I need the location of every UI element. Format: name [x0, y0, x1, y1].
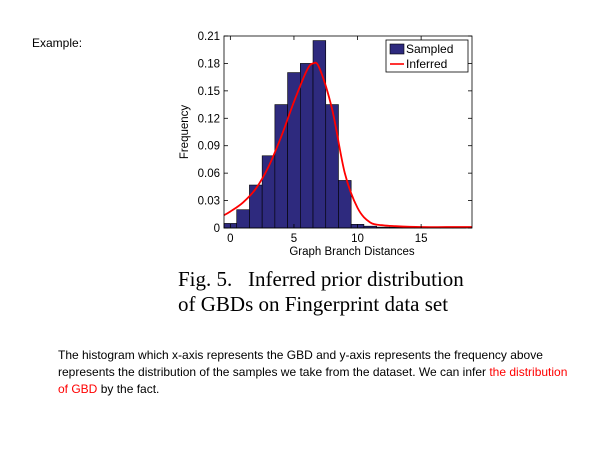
y-tick-label: 0 [214, 223, 220, 235]
y-tick-label: 0.18 [198, 58, 220, 70]
figure-caption: Fig. 5. Inferred prior distribution of G… [178, 267, 538, 317]
y-axis-title: Frequency [179, 105, 191, 160]
caption-line-1: Fig. 5. Inferred prior distribution [178, 267, 464, 291]
y-tick-label: 0.09 [198, 141, 220, 153]
histogram-bar [249, 184, 263, 229]
description-text: The histogram which x-axis represents th… [58, 347, 578, 398]
legend-swatch-sampled [389, 43, 405, 55]
histogram-chart: 0 0.03 0.06 0.09 0.12 0.15 0.18 0.21 0 5 10 15 Grap… [179, 31, 473, 258]
y-tick-label: 0.12 [198, 113, 220, 125]
description-part-2: by the fact. [97, 382, 160, 396]
legend-label-sampled: Sampled [406, 42, 453, 56]
x-tick-label: 5 [291, 233, 297, 245]
axis-ticks: 0 0.03 0.06 0.09 0.12 0.15 0.18 0.21 0 5 10 15 [198, 31, 472, 245]
histogram-bar [287, 72, 301, 229]
example-label: Example: [32, 36, 83, 50]
inferred-curve-layer [223, 61, 472, 229]
legend-label-inferred: Inferred [406, 57, 447, 71]
histogram-bar [300, 63, 314, 229]
description-highlight: the distribution of GBD [58, 365, 568, 396]
caption-line-2: of GBDs on Fingerprint data set [178, 292, 449, 316]
y-tick-label: 0.03 [198, 196, 220, 208]
description-part-1: The histogram which x-axis represents th… [58, 348, 543, 379]
x-tick-label: 0 [227, 233, 233, 245]
y-tick-label: 0.15 [198, 86, 220, 98]
y-tick-label: 0.06 [198, 168, 220, 180]
inferred-curve [223, 61, 472, 229]
y-tick-label: 0.21 [198, 31, 220, 43]
histogram-bars [223, 40, 466, 229]
x-tick-label: 10 [351, 233, 364, 245]
x-axis-title: Graph Branch Distances [289, 246, 415, 258]
histogram-bar [236, 209, 250, 229]
histogram-bar [325, 104, 339, 229]
x-tick-label: 15 [415, 233, 428, 245]
chart-legend: Sampled Inferred [385, 39, 469, 73]
plot-frame [223, 35, 473, 229]
